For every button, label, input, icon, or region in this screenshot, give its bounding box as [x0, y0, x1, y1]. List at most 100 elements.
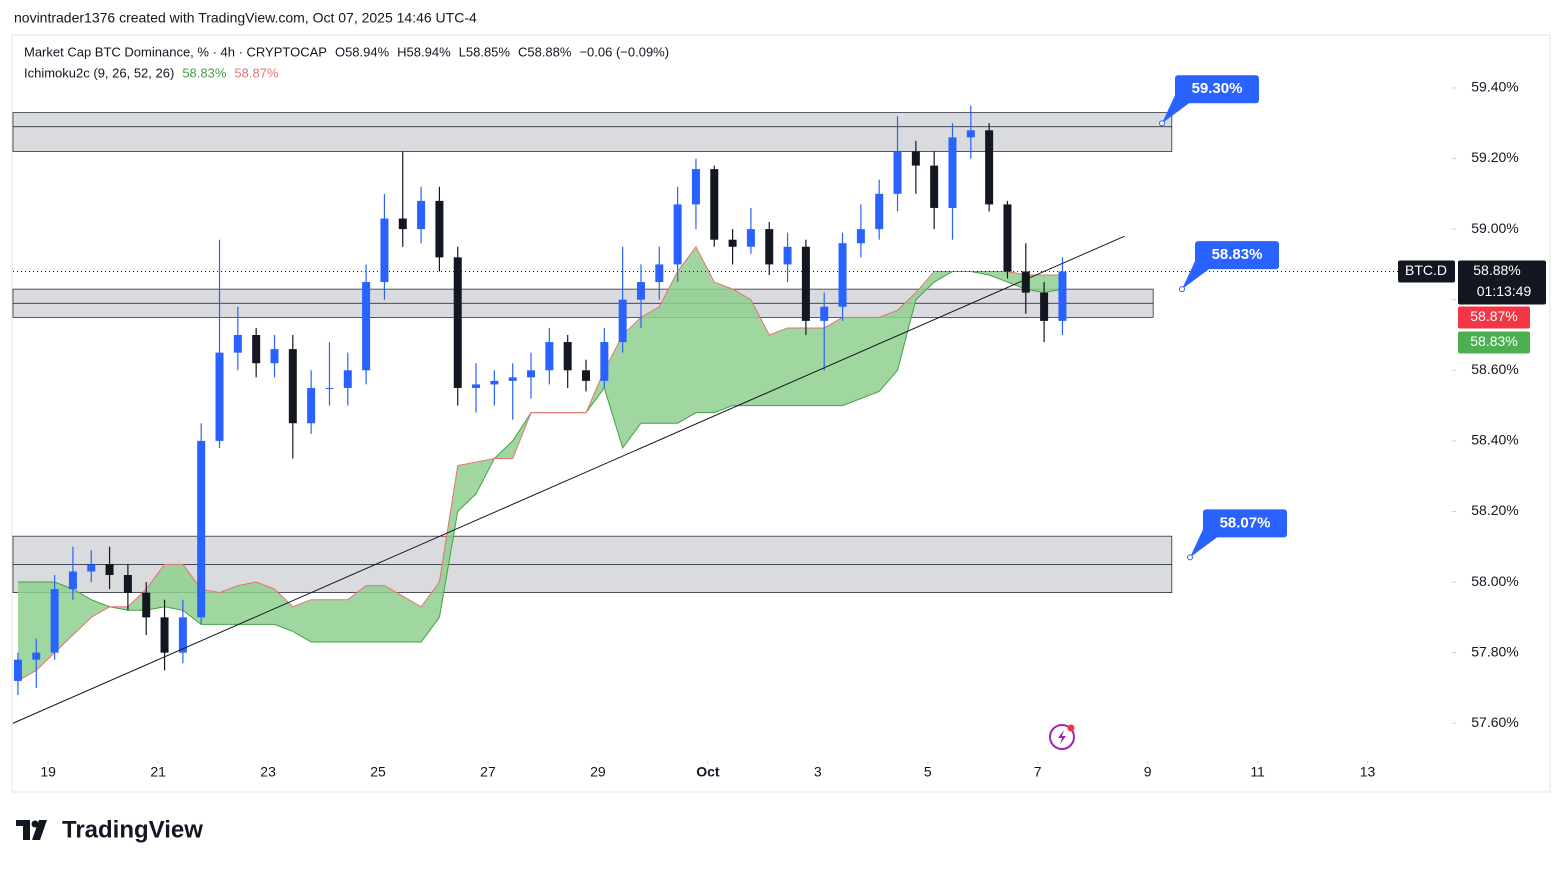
- ichimoku-span-b: [17, 245, 1063, 682]
- candle-body: [472, 384, 481, 388]
- candle-body: [325, 387, 334, 389]
- candle-body: [160, 617, 169, 653]
- price-tag: [1458, 331, 1530, 354]
- candle-body: [783, 246, 792, 265]
- callout-anchor: [1187, 554, 1193, 561]
- candle-body: [307, 387, 316, 424]
- chart-frame: [11, 34, 1551, 793]
- ohlc-value: H58.94%: [397, 44, 451, 59]
- x-tick-label: 19: [40, 764, 56, 780]
- candle-body: [32, 652, 41, 660]
- candle-body: [288, 349, 297, 424]
- candle-body: [911, 151, 920, 166]
- candle-body: [875, 193, 884, 230]
- x-tick-label: 27: [480, 764, 496, 780]
- candle-body: [215, 352, 224, 441]
- candle-body: [746, 229, 755, 247]
- candle-body: [1003, 204, 1012, 272]
- candle-body: [1058, 271, 1067, 321]
- x-tick-label: 23: [260, 764, 276, 780]
- symbol-title: Market Cap BTC Dominance, % · 4h · CRYPT…: [24, 44, 327, 59]
- ohlc-value: L58.85%: [459, 44, 511, 59]
- candle-body: [1040, 292, 1049, 321]
- candle-body: [197, 440, 206, 618]
- zone: [12, 112, 1173, 152]
- price-tag-label: 58.87%: [1470, 308, 1517, 324]
- candle-body: [728, 239, 737, 247]
- callout-anchor: [1159, 120, 1165, 127]
- candle-body: [563, 342, 572, 371]
- y-tick-label: 57.60%: [1471, 714, 1518, 730]
- symbol-label: BTC.D: [1405, 262, 1447, 278]
- candle-body: [398, 218, 407, 230]
- indicator-value: 58.83%: [182, 65, 227, 80]
- candle-body: [545, 342, 554, 371]
- price-tag: [1458, 306, 1530, 329]
- y-tick-label: 58.60%: [1471, 361, 1518, 377]
- y-tick-label: 58.00%: [1471, 573, 1518, 589]
- y-tick-label: 57.80%: [1471, 643, 1518, 659]
- candle-body: [453, 257, 462, 388]
- callout-box: [1195, 241, 1279, 270]
- candle-body: [233, 335, 242, 353]
- candle-body: [142, 592, 151, 618]
- candle-body: [893, 151, 902, 194]
- candle-body: [13, 659, 22, 681]
- candle-body: [655, 264, 664, 283]
- x-tick-label: 3: [814, 764, 822, 780]
- x-tick-label: 29: [590, 764, 606, 780]
- candle-body: [673, 204, 682, 265]
- candle-body: [930, 165, 939, 208]
- y-tick-label: 59.20%: [1471, 149, 1518, 165]
- ichimoku-cloud: [17, 246, 1063, 681]
- x-tick-label: 5: [924, 764, 932, 780]
- candle-body: [636, 282, 645, 300]
- y-tick-label: 59.40%: [1471, 79, 1518, 95]
- callout-label: 58.83%: [1212, 246, 1263, 263]
- candle-body: [68, 571, 77, 590]
- candle-body: [50, 589, 59, 653]
- callout-box: [1203, 509, 1287, 538]
- candle-body: [87, 564, 96, 572]
- candle-body: [618, 299, 627, 343]
- y-tick-label: 58.20%: [1471, 502, 1518, 518]
- indicator-value: 58.87%: [234, 65, 279, 80]
- x-tick-label: 11: [1250, 764, 1265, 780]
- header: novintrader1376 created with TradingView…: [14, 10, 477, 26]
- candle-body: [527, 370, 536, 378]
- candle-body: [856, 229, 865, 244]
- price-tag-label: 58.83%: [1470, 333, 1517, 349]
- candle-body: [948, 137, 957, 208]
- candle-body: [508, 377, 517, 381]
- candle-body: [600, 342, 609, 381]
- trendline: [12, 235, 1125, 724]
- candle-body: [178, 617, 187, 653]
- ohlc-value: −0.06 (−0.09%): [579, 44, 669, 59]
- symbol-tag: [1398, 260, 1455, 283]
- candle-body: [270, 349, 279, 364]
- y-tick-label: 58.40%: [1471, 432, 1518, 448]
- callout-label: 58.07%: [1220, 514, 1271, 531]
- callout-box: [1175, 75, 1259, 104]
- candle-body: [362, 282, 371, 371]
- alert-icon[interactable]: [1049, 724, 1075, 750]
- countdown: 01:13:49: [1477, 283, 1532, 299]
- x-tick-label: 13: [1360, 764, 1376, 780]
- candle-body: [123, 575, 132, 593]
- x-tick-label: 9: [1144, 764, 1152, 780]
- candle-body: [801, 246, 810, 321]
- candle-body: [1021, 271, 1030, 293]
- candle-body: [343, 370, 352, 388]
- x-tick-label: 25: [370, 764, 386, 780]
- candle-body: [105, 564, 114, 575]
- candle-body: [252, 335, 261, 364]
- candle-body: [765, 229, 774, 265]
- ohlc-value: C58.88%: [518, 44, 572, 59]
- candle-body: [838, 243, 847, 307]
- candle-body: [435, 200, 444, 258]
- indicator-name: Ichimoku2c (9, 26, 52, 26): [24, 65, 174, 80]
- logo-mark: [16, 820, 47, 840]
- candle-body: [966, 130, 975, 138]
